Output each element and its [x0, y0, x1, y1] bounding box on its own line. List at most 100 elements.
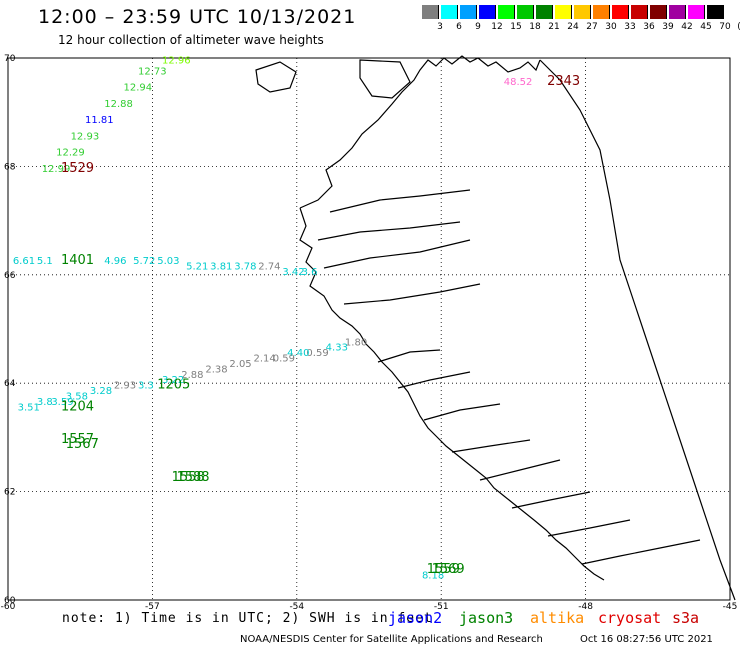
lat-tick-label: 64 — [4, 379, 16, 389]
generated-timestamp: Oct 16 08:27:56 UTC 2021 — [580, 634, 713, 645]
wave-height-label: 0.59 — [273, 354, 295, 365]
color-swatch — [574, 5, 591, 19]
wave-height-label: 2.74 — [258, 261, 280, 272]
color-scale-label: 39 — [662, 22, 674, 32]
wave-height-label: 12.73 — [138, 66, 167, 77]
color-scale-label: 42 — [681, 22, 693, 32]
legend-jason3: jason3 — [459, 609, 514, 627]
axis-tick-labels: -60 -57 -54 -51 -48 -45 70 68 66 64 62 60 — [1, 54, 738, 612]
color-swatch — [555, 5, 572, 19]
color-scale-label: 15 — [510, 22, 522, 32]
lat-tick-label: 62 — [4, 488, 15, 498]
legend-cryosat: cryosat — [598, 609, 662, 627]
wave-height-label: 1.80 — [345, 337, 367, 348]
wave-height-label: 3.3 — [138, 381, 154, 392]
wave-height-label: 3.28 — [90, 386, 112, 397]
lon-tick-label: -54 — [289, 602, 304, 612]
coastline-north — [359, 59, 411, 99]
wave-height-label: 4.33 — [326, 343, 348, 354]
wave-height-label: 3.42 — [282, 267, 304, 278]
lon-tick-label: -60 — [1, 602, 16, 612]
color-swatch — [536, 5, 553, 19]
wave-height-label: 8.18 — [422, 570, 444, 581]
color-swatch — [479, 5, 496, 19]
legend-jason2: jason2 — [388, 609, 443, 627]
wave-height-label: 5.1 — [37, 256, 53, 267]
wave-height-label: 12.29 — [56, 148, 85, 159]
pass-time-label: 1401 — [61, 253, 94, 268]
lat-tick-label: 66 — [4, 271, 16, 281]
map-subtitle: 12 hour collection of altimeter wave hei… — [58, 33, 324, 47]
color-swatch — [498, 5, 515, 19]
color-scale-label: 33 — [624, 22, 636, 32]
color-scale-label: (ft) — [734, 22, 740, 32]
wave-height-label: 3.22 — [162, 375, 184, 386]
color-swatch — [650, 5, 667, 19]
color-swatch — [669, 5, 686, 19]
wave-height-label: 12.99 — [42, 164, 71, 175]
wave-height-label: 12.96 — [162, 55, 191, 66]
pass-time-label: 1559 — [427, 562, 460, 577]
color-swatch — [517, 5, 534, 19]
map-frame — [7, 57, 731, 601]
wave-height-label: 12.88 — [104, 99, 133, 110]
wave-height-label: 5.72 — [133, 256, 155, 267]
wave-height-label: 12.94 — [124, 83, 153, 94]
map-grid — [7, 57, 731, 601]
pass-time-label: 1205 — [157, 378, 190, 393]
color-swatch — [593, 5, 610, 19]
color-swatch — [688, 5, 705, 19]
wave-height-label: 3.58 — [66, 391, 88, 402]
wave-height-label: 2.05 — [229, 359, 251, 370]
lon-tick-label: -51 — [434, 602, 449, 612]
legend-s3a: s3a — [672, 609, 700, 627]
credit-text: NOAA/NESDIS Center for Satellite Applica… — [240, 634, 543, 645]
color-scale-label: 70 — [719, 22, 731, 32]
wave-height-label: 3.59 — [51, 397, 73, 408]
pass-time-label: 1557 — [61, 432, 94, 447]
color-swatch — [631, 5, 648, 19]
pass-time-label: 1529 — [61, 161, 94, 176]
legend-altika: altika — [530, 609, 585, 627]
island-disko — [255, 61, 297, 93]
color-scale-label: 18 — [529, 22, 541, 32]
pass-time-label: 1204 — [61, 399, 94, 414]
coastline-fjords — [317, 189, 701, 565]
footer-note: note: 1) Time is in UTC; 2) SWH is in fe… — [62, 611, 433, 626]
wave-height-label: 2.93 — [114, 381, 136, 392]
pass-time-label: 2343 — [547, 74, 580, 89]
wave-height-label: 12.93 — [71, 131, 100, 142]
wave-height-label: 11.81 — [85, 115, 114, 126]
color-scale-label: 36 — [643, 22, 655, 32]
wave-height-label: 48.52 — [504, 77, 533, 88]
coastline-main — [299, 55, 605, 581]
color-swatch — [441, 5, 458, 19]
map-title: 12:00 – 23:59 UTC 10/13/2021 — [38, 6, 357, 28]
wave-height-label: 2.88 — [181, 370, 203, 381]
color-swatch — [707, 5, 724, 19]
color-scale-label: 30 — [605, 22, 617, 32]
lat-tick-label: 68 — [4, 162, 16, 172]
lat-tick-label: 70 — [4, 54, 16, 64]
color-scale-label: 12 — [491, 22, 503, 32]
pass-time-label: 1569 — [432, 562, 465, 577]
color-scale-label: 24 — [567, 22, 579, 32]
color-scale-label: 3 — [437, 22, 443, 32]
color-scale-label: 45 — [700, 22, 712, 32]
wave-height-label: 4.96 — [104, 256, 126, 267]
pass-time-label: 1567 — [66, 437, 99, 452]
wave-height-label: 3.81 — [210, 261, 232, 272]
color-swatch — [422, 5, 439, 19]
wave-height-label: 5.21 — [186, 261, 208, 272]
greenland-coastline — [255, 55, 736, 601]
wave-height-label: 5.03 — [157, 256, 179, 267]
coastline-east — [539, 59, 736, 601]
color-scale-label: 9 — [475, 22, 481, 32]
lon-tick-label: -45 — [723, 602, 738, 612]
lat-tick-label: 60 — [4, 596, 16, 606]
wave-height-label: 2.38 — [205, 364, 227, 375]
pass-time-label: 1558 — [172, 470, 205, 485]
